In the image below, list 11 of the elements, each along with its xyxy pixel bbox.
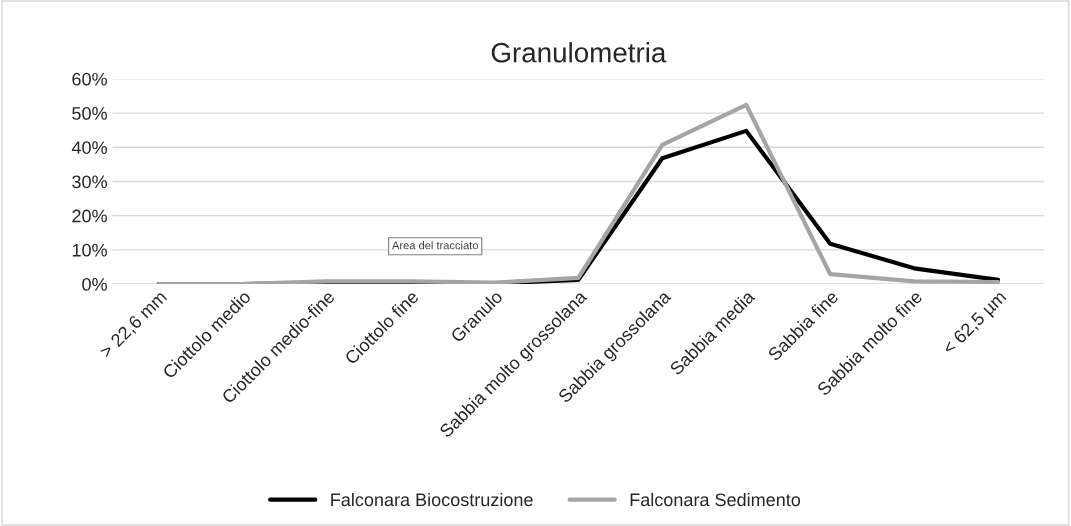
y-tick-label: 60%	[72, 72, 107, 86]
y-tick-label: 50%	[72, 107, 107, 120]
y-tick-label: 10%	[72, 243, 107, 257]
y-tick-label: 30%	[72, 175, 107, 189]
legend-label: Falconara Sedimento	[630, 492, 801, 507]
y-tick-label: 40%	[71, 141, 107, 154]
y-tick-label: 0%	[82, 277, 107, 291]
y-tick-label: 20%	[72, 209, 107, 223]
annotation: Area del tracciato	[392, 241, 478, 250]
legend-label: Falconara Biocostruzione	[331, 492, 533, 507]
chart-title: Granulometria	[491, 42, 667, 63]
